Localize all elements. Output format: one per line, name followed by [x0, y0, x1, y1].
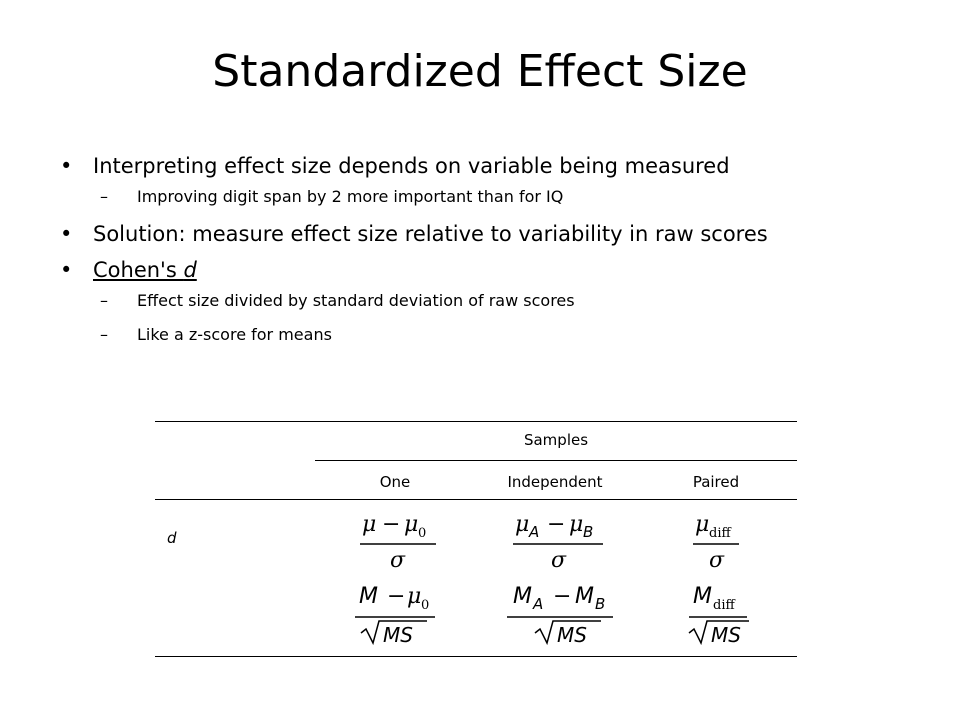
svg-text:0: 0	[418, 526, 426, 541]
column-header-paired: Paired	[692, 473, 740, 491]
cohens-d-label: Cohen's d	[93, 258, 197, 282]
bullet-3: Cohen's d	[60, 255, 940, 285]
bullet-list: Interpreting effect size depends on vari…	[60, 145, 940, 357]
svg-text:σ: σ	[390, 548, 406, 571]
formula-sample-one: M − μ 0 MS	[335, 579, 445, 651]
svg-text:MS: MS	[383, 623, 413, 647]
sub-bullet-2: Effect size divided by standard deviatio…	[60, 289, 940, 313]
bullet-1: Interpreting effect size depends on vari…	[60, 151, 940, 181]
svg-text:μ: μ	[404, 512, 418, 537]
svg-text:A: A	[528, 523, 539, 541]
table-bottom-rule	[155, 656, 797, 657]
svg-text:μ: μ	[362, 512, 376, 537]
svg-text:MS: MS	[711, 623, 741, 647]
svg-text:σ: σ	[709, 548, 725, 571]
svg-text:σ: σ	[551, 548, 567, 571]
table-group-header: Samples	[523, 431, 589, 449]
formula-population-paired: μ diff σ	[693, 509, 753, 575]
svg-text:μ: μ	[695, 512, 709, 537]
svg-text:−: −	[382, 512, 400, 537]
column-header-one: One	[379, 473, 411, 491]
svg-text:M: M	[359, 584, 378, 609]
svg-text:−: −	[553, 584, 571, 609]
svg-text:μ: μ	[569, 512, 583, 537]
svg-text:B: B	[583, 523, 593, 541]
svg-text:μ: μ	[515, 512, 529, 537]
bullet-2: Solution: measure effect size relative t…	[60, 219, 940, 249]
svg-text:M: M	[693, 584, 712, 609]
formula-sample-paired: M diff MS	[683, 579, 757, 651]
column-header-independent: Independent	[507, 473, 603, 491]
svg-text:M: M	[575, 584, 594, 609]
table-group-rule	[315, 460, 797, 461]
sub-bullet-3: Like a z-score for means	[60, 323, 940, 347]
slide-title: Standardized Effect Size	[212, 46, 748, 97]
sub-bullet-1: Improving digit span by 2 more important…	[60, 185, 940, 209]
cohens-d-var: d	[183, 258, 197, 282]
svg-text:−: −	[547, 512, 565, 537]
svg-text:B: B	[595, 595, 605, 613]
svg-text:0: 0	[421, 598, 429, 613]
svg-text:μ: μ	[407, 584, 421, 609]
table-top-rule	[155, 421, 797, 422]
formula-population-one: μ − μ 0 σ	[360, 509, 440, 575]
svg-text:MS: MS	[557, 623, 587, 647]
svg-text:diff: diff	[709, 526, 732, 541]
table-header-rule	[155, 499, 797, 500]
cohens-label-text: Cohen's	[93, 258, 184, 282]
effect-size-table: Samples One Independent Paired d μ − μ 0…	[155, 421, 797, 657]
formula-sample-independent: M A − M B MS	[505, 579, 619, 651]
svg-text:diff: diff	[713, 598, 736, 613]
row-label-d: d	[167, 529, 177, 547]
svg-text:M: M	[513, 584, 532, 609]
svg-text:−: −	[387, 584, 405, 609]
svg-text:A: A	[532, 595, 543, 613]
formula-population-independent: μ A − μ B σ	[513, 509, 609, 575]
